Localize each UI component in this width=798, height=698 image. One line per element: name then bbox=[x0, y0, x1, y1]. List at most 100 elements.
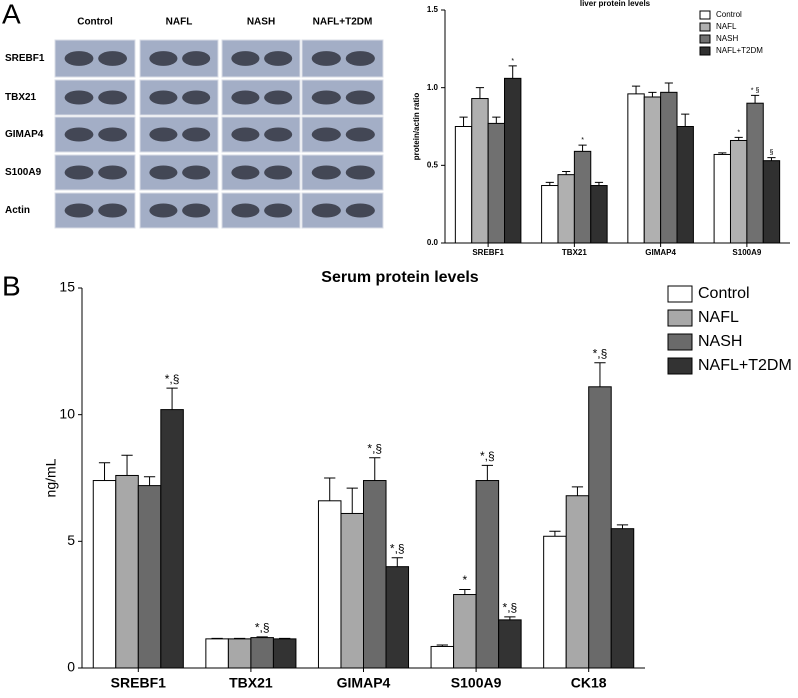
error-bar bbox=[279, 637, 291, 639]
significance-marker: * bbox=[511, 58, 514, 65]
error-bar bbox=[549, 530, 561, 537]
error-bar bbox=[256, 636, 268, 638]
bar bbox=[573, 150, 592, 244]
blot-band bbox=[182, 203, 211, 218]
blot-band bbox=[64, 51, 94, 66]
legend-swatch bbox=[699, 34, 711, 44]
y-tick-label: 5 bbox=[67, 532, 75, 548]
bar bbox=[643, 96, 662, 244]
chart-title: Serum protein levels bbox=[321, 269, 478, 286]
bar bbox=[543, 535, 567, 669]
y-tick-label: 0.0 bbox=[427, 238, 439, 247]
legend-swatch bbox=[699, 46, 711, 56]
legend-label: NASH bbox=[716, 34, 738, 43]
legend-label: NAFL bbox=[698, 309, 739, 326]
y-axis-label: ng/mL bbox=[43, 458, 59, 497]
bar bbox=[317, 500, 342, 669]
error-bar bbox=[767, 157, 776, 161]
blot-group-label: NAFL+T2DM bbox=[313, 17, 373, 28]
bar bbox=[557, 174, 575, 244]
legend-swatch bbox=[699, 10, 711, 20]
error-bar bbox=[594, 362, 606, 387]
bar bbox=[92, 480, 117, 669]
error-bar bbox=[481, 464, 493, 481]
blot-band bbox=[311, 203, 341, 218]
error-bar bbox=[436, 644, 448, 647]
significance-marker: *,§ bbox=[503, 601, 518, 615]
bar bbox=[137, 485, 162, 669]
legend-label: NAFL bbox=[716, 22, 737, 31]
blot-band bbox=[182, 51, 211, 66]
blot-row-label: GIMAP4 bbox=[5, 129, 44, 140]
bar bbox=[160, 409, 184, 669]
significance-marker: *,§ bbox=[255, 621, 270, 635]
error-bar bbox=[98, 462, 111, 481]
x-tick-label: SREBF1 bbox=[472, 248, 504, 257]
error-bar bbox=[166, 387, 178, 410]
bar bbox=[627, 93, 645, 244]
panel-label: B bbox=[2, 270, 21, 301]
blot-band bbox=[264, 127, 293, 142]
bar bbox=[227, 638, 252, 669]
blot-band bbox=[311, 127, 341, 142]
x-tick-label: S100A9 bbox=[451, 675, 502, 691]
significance-marker: *,§ bbox=[367, 442, 382, 456]
blot-band bbox=[231, 127, 260, 142]
bar bbox=[660, 91, 678, 244]
significance-marker: § bbox=[770, 150, 774, 157]
blot-group-label: Control bbox=[77, 17, 113, 28]
legend-label: Control bbox=[698, 285, 750, 302]
significance-marker: *,§ bbox=[593, 347, 608, 361]
blot-band bbox=[264, 51, 293, 66]
significance-marker: * bbox=[581, 137, 584, 144]
significance-marker: *,§ bbox=[480, 449, 495, 463]
error-bar bbox=[211, 637, 223, 639]
blot-band bbox=[98, 165, 127, 180]
bar bbox=[610, 528, 635, 669]
error-bar bbox=[492, 116, 501, 124]
significance-marker: * § bbox=[751, 87, 760, 94]
panel-label: A bbox=[2, 0, 21, 29]
error-bar bbox=[459, 116, 468, 127]
error-bar bbox=[369, 457, 381, 481]
blot-band bbox=[98, 90, 127, 105]
x-tick-label: TBX21 bbox=[229, 675, 273, 691]
blot-band bbox=[345, 165, 375, 180]
blot-band bbox=[345, 127, 375, 142]
blot-band bbox=[64, 203, 94, 218]
blot-group-label: NASH bbox=[247, 17, 275, 28]
bar bbox=[471, 98, 489, 244]
bar bbox=[590, 185, 608, 244]
error-bar bbox=[459, 588, 471, 595]
bar bbox=[385, 566, 410, 669]
blot-band bbox=[264, 165, 293, 180]
legend-swatch bbox=[667, 333, 693, 351]
bar bbox=[504, 77, 522, 244]
blot-band bbox=[231, 90, 260, 105]
error-bar bbox=[508, 65, 517, 79]
blot-band bbox=[231, 203, 260, 218]
blot-band bbox=[182, 90, 211, 105]
blot-band bbox=[149, 203, 178, 218]
blot-band bbox=[311, 51, 341, 66]
error-bar bbox=[616, 524, 629, 529]
blot-band bbox=[98, 127, 127, 142]
bar bbox=[363, 480, 387, 669]
legend-swatch bbox=[667, 285, 693, 303]
legend-label: Control bbox=[716, 10, 742, 19]
bar bbox=[205, 638, 229, 669]
x-tick-label: S100A9 bbox=[732, 248, 761, 257]
bar bbox=[498, 619, 522, 669]
bar bbox=[676, 126, 694, 244]
x-tick-label: GIMAP4 bbox=[337, 675, 391, 691]
error-bar bbox=[594, 181, 604, 186]
blot-group-label: NAFL bbox=[166, 17, 193, 28]
bar bbox=[487, 122, 506, 244]
error-bar bbox=[718, 152, 727, 155]
y-axis-label: protein/actin ratio bbox=[412, 93, 421, 161]
y-tick-label: 0.5 bbox=[427, 160, 439, 169]
significance-marker: *,§ bbox=[165, 372, 180, 386]
blot-band bbox=[182, 127, 211, 142]
legend-label: NAFL+T2DM bbox=[716, 46, 763, 55]
blot-band bbox=[149, 127, 178, 142]
